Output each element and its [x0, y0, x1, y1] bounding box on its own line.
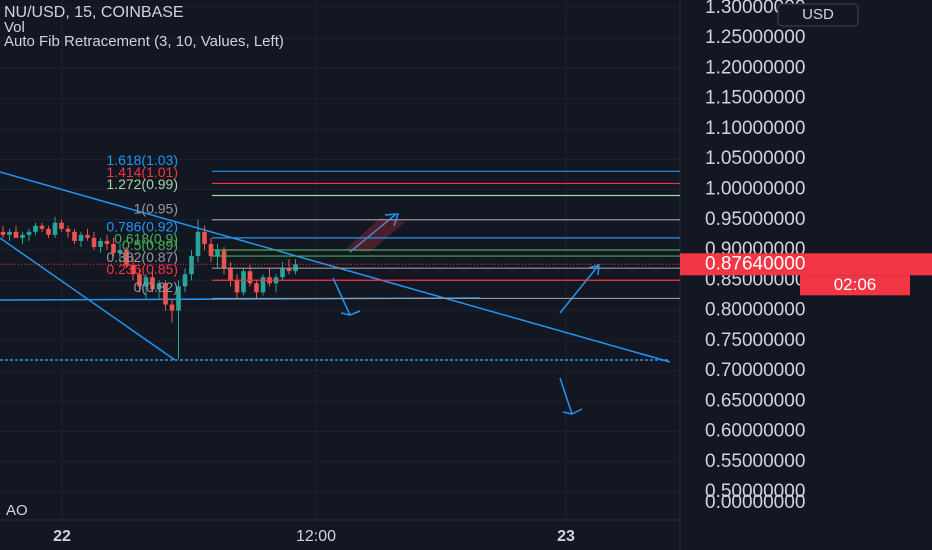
candle-body — [208, 243, 214, 257]
arrow — [349, 214, 396, 253]
y-tick-label: 1.10000000 — [705, 118, 805, 139]
candle-body — [72, 231, 77, 241]
time-label: 23 — [557, 528, 575, 545]
candle-body — [286, 268, 292, 272]
price-axis: 1.300000001.250000001.200000001.15000000… — [705, 0, 805, 502]
candle-body — [169, 304, 175, 311]
candle-body — [20, 234, 25, 238]
candle-body — [150, 277, 155, 290]
arrow — [332, 277, 351, 316]
candle-body — [247, 271, 253, 284]
arrow-head — [588, 263, 600, 276]
candle-body — [117, 250, 123, 254]
candle-body — [46, 228, 51, 235]
candle-body — [111, 243, 116, 254]
y-tick-label: 0.70000000 — [705, 360, 805, 381]
candle-body — [163, 283, 168, 305]
candle-body — [137, 274, 142, 287]
y-tick-label: 0.60000000 — [705, 421, 805, 442]
candle-body — [39, 225, 45, 229]
candle-body — [156, 283, 162, 290]
shadow — [345, 218, 405, 252]
trend-line — [0, 171, 671, 363]
y-tick-label: 1.20000000 — [705, 57, 805, 78]
candle-body — [98, 240, 103, 247]
fib-label: 0.5(0.89) — [122, 237, 178, 253]
currency-button[interactable] — [777, 3, 859, 27]
candle-body — [130, 265, 136, 275]
arrow — [559, 265, 599, 314]
candle-body — [221, 250, 227, 269]
candle-body — [234, 280, 240, 293]
candle-body — [260, 277, 266, 293]
candle-body — [182, 274, 188, 287]
y-tick-label: 0.75000000 — [705, 330, 805, 351]
candle-body — [104, 240, 110, 244]
ao-zero: 0.00000000 — [705, 492, 805, 513]
y-tick-label: 0.65000000 — [705, 390, 805, 411]
arrow-head — [340, 310, 361, 316]
candle-body — [13, 231, 19, 238]
candle-body — [0, 231, 6, 235]
candle-body — [143, 277, 149, 287]
currency[interactable]: USD — [802, 6, 834, 23]
vol-label: Vol — [4, 19, 25, 36]
candle-body — [124, 250, 129, 266]
candle-body — [78, 234, 84, 241]
drawings — [0, 171, 671, 415]
candle-body — [59, 222, 64, 229]
candle-body — [7, 231, 12, 235]
candle-body — [91, 237, 97, 247]
candle-body — [195, 231, 201, 257]
symbol: NU/USD, 15, COINBASE — [4, 4, 184, 21]
fib-label: 0.382(0.87) — [106, 249, 178, 265]
fib-label: 1.414(1.01) — [106, 164, 178, 180]
y-tick-label: 0.50000000 — [705, 481, 805, 502]
fib-label: 0(0.82) — [134, 279, 178, 295]
arrow-head — [384, 213, 400, 227]
fib-label: 0.618(0.9) — [114, 231, 178, 247]
time-label: 22 — [53, 528, 71, 545]
candle-body — [33, 225, 38, 232]
candle-body — [215, 250, 220, 257]
last-price-tag — [680, 253, 932, 276]
arrow-head — [562, 408, 583, 415]
candle-body — [26, 231, 32, 235]
y-tick-label: 0.95000000 — [705, 209, 805, 230]
candle-body — [228, 268, 233, 281]
last-price: 0.87640000 — [705, 253, 805, 274]
countdown: 02:06 — [834, 275, 877, 294]
candle-body — [202, 231, 207, 244]
arrow — [559, 377, 573, 415]
fib-label: 0.236(0.85) — [106, 261, 178, 277]
candle-body — [241, 271, 246, 293]
y-tick-label: 0.80000000 — [705, 300, 805, 321]
fib-label: 1.272(0.99) — [106, 176, 178, 192]
fib-label: 1(0.95) — [134, 200, 178, 216]
candle-body — [254, 283, 259, 293]
y-tick-label: 1.05000000 — [705, 148, 805, 169]
fib-label: 1.618(1.03) — [106, 152, 178, 168]
y-tick-label: 0.55000000 — [705, 451, 805, 472]
countdown-box — [800, 275, 910, 296]
y-tick-label: 1.00000000 — [705, 178, 805, 199]
fib-label: 0.786(0.92) — [106, 219, 178, 235]
y-tick-label: 1.15000000 — [705, 88, 805, 109]
ao-label: AO — [6, 502, 28, 519]
candle-body — [176, 286, 181, 311]
candle-body — [280, 268, 285, 278]
y-tick-label: 1.25000000 — [705, 27, 805, 48]
candle-body — [65, 228, 71, 232]
candle-body — [85, 234, 90, 238]
candle-body — [189, 256, 194, 275]
time-label: 12:00 — [296, 528, 336, 545]
candle-body — [52, 222, 58, 235]
indicator-label: Auto Fib Retracement (3, 10, Values, Lef… — [4, 33, 284, 50]
